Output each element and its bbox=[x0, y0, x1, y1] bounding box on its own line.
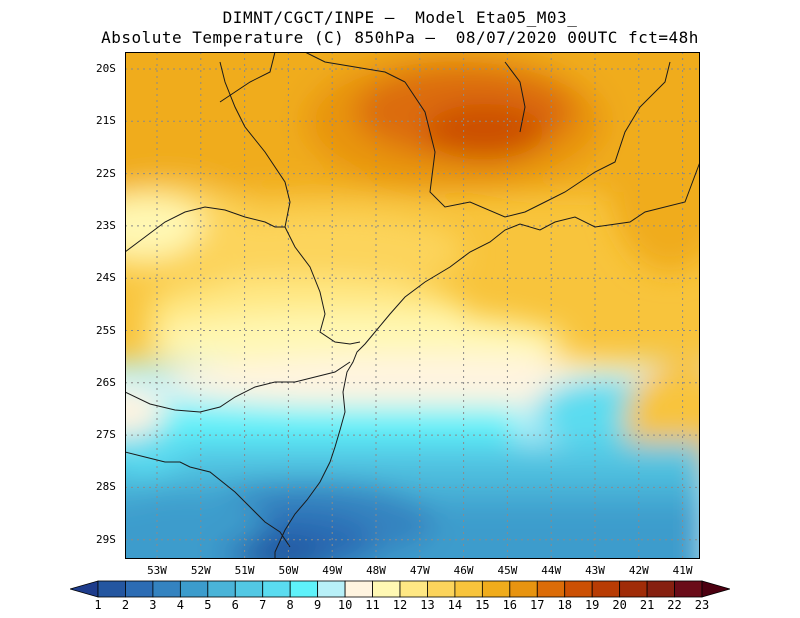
colorbar-tick-label: 23 bbox=[694, 598, 710, 612]
lon-label: 42W bbox=[628, 564, 649, 577]
lon-label: 43W bbox=[585, 564, 605, 577]
colorbar-swatch bbox=[234, 580, 264, 598]
colorbar-swatch bbox=[427, 580, 456, 598]
colorbar-tick-label: 13 bbox=[420, 598, 435, 612]
colorbar-tick-label: 17 bbox=[530, 598, 545, 612]
coastline bbox=[125, 52, 700, 559]
colorbar-swatch bbox=[125, 580, 154, 598]
colorbar-low-arrow bbox=[70, 580, 99, 598]
colorbar-swatch bbox=[591, 580, 621, 598]
colorbar-tick-label: 4 bbox=[176, 598, 184, 612]
colorbar-tick-label: 8 bbox=[286, 598, 294, 612]
lat-label: 20S bbox=[96, 62, 116, 75]
colorbar-tick-label: 16 bbox=[502, 598, 518, 612]
colorbar-tick-label: 11 bbox=[365, 598, 380, 612]
colorbar-tick-label: 2 bbox=[121, 598, 130, 612]
colorbar-tick-label: 18 bbox=[557, 598, 572, 612]
colorbar-swatch bbox=[97, 580, 126, 598]
colorbar-tick-label: 12 bbox=[392, 598, 408, 612]
lat-label: 25S bbox=[96, 323, 116, 337]
colorbar-swatch bbox=[152, 580, 181, 598]
lat-label: 21S bbox=[96, 114, 116, 128]
colorbar-swatch bbox=[454, 580, 483, 598]
colorbar-tick-label: 21 bbox=[639, 598, 655, 612]
lon-label: 49W bbox=[322, 564, 343, 577]
colorbar-high-arrow bbox=[701, 580, 730, 598]
lon-label: 41W bbox=[672, 564, 693, 577]
colorbar-swatch bbox=[481, 580, 511, 598]
colorbar-swatch bbox=[674, 580, 703, 598]
colorbar-tick-label: 14 bbox=[447, 598, 463, 612]
colorbar-swatch bbox=[399, 580, 428, 598]
colorbar-swatch bbox=[344, 580, 373, 598]
colorbar-swatch bbox=[564, 580, 593, 598]
colorbar bbox=[70, 580, 730, 598]
colorbar-swatch bbox=[646, 580, 675, 598]
colorbar-swatch bbox=[509, 580, 538, 598]
lon-label: 46W bbox=[453, 564, 474, 577]
lat-label: 28S bbox=[96, 480, 116, 494]
colorbar-tick-label: 19 bbox=[584, 598, 600, 612]
title-line-1: DIMNT/CGCT/INPE – Model Eta05_M03_ bbox=[222, 8, 578, 27]
lon-label: 44W bbox=[541, 564, 562, 577]
lat-label: 27S bbox=[96, 428, 116, 442]
lon-label: 50W bbox=[278, 564, 299, 577]
colorbar-tick-label: 5 bbox=[204, 598, 212, 612]
colorbar-tick-label: 22 bbox=[667, 598, 682, 612]
colorbar-swatch bbox=[262, 580, 291, 598]
lon-label: 51W bbox=[234, 564, 255, 577]
lat-label: 24S bbox=[96, 271, 116, 285]
lat-label: 29S bbox=[96, 532, 116, 546]
colorbar-tick-label: 10 bbox=[337, 598, 353, 612]
lon-label: 53W bbox=[147, 564, 167, 577]
lat-label: 22S bbox=[96, 166, 116, 180]
lon-label: 47W bbox=[409, 564, 430, 577]
lat-label: 26S bbox=[96, 375, 116, 389]
colorbar-tick-label: 3 bbox=[149, 598, 157, 612]
colorbar-tick-label: 7 bbox=[259, 598, 267, 612]
colorbar-tick-label: 20 bbox=[612, 598, 627, 612]
colorbar-tick-label: 15 bbox=[475, 598, 490, 612]
colorbar-tick-label: 6 bbox=[231, 598, 239, 612]
colorbar-swatch bbox=[179, 580, 209, 598]
colorbar-swatch bbox=[289, 580, 319, 598]
title-line-2: Absolute Temperature (C) 850hPa – 08/07/… bbox=[101, 28, 699, 47]
lat-label: 23S bbox=[96, 218, 116, 232]
lon-label: 52W bbox=[190, 564, 211, 577]
colorbar-swatch bbox=[372, 580, 401, 598]
colorbar-tick-label: 9 bbox=[314, 598, 322, 612]
colorbar-swatch bbox=[317, 580, 346, 598]
colorbar-swatch bbox=[207, 580, 236, 598]
temperature-field bbox=[125, 52, 700, 559]
lon-label: 48W bbox=[366, 564, 386, 577]
colorbar-tick-label: 1 bbox=[94, 598, 102, 612]
colorbar-swatch bbox=[619, 580, 648, 598]
lon-label: 45W bbox=[497, 564, 518, 577]
temperature-map bbox=[125, 52, 700, 559]
colorbar-swatch bbox=[536, 580, 566, 598]
